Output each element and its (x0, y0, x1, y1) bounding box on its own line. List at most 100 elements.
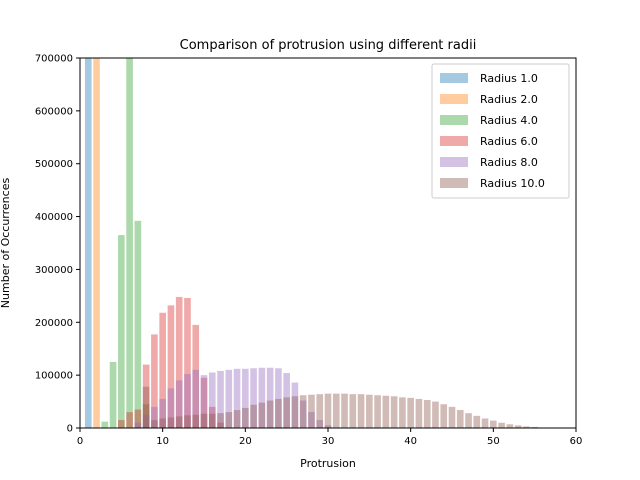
bar (308, 394, 315, 428)
bar (142, 404, 150, 428)
bar (225, 412, 233, 428)
bar (126, 412, 133, 428)
y-tick-label: 400000 (35, 212, 73, 223)
bar (291, 382, 299, 428)
y-tick-label: 0 (67, 424, 73, 435)
bar (440, 404, 448, 428)
bar (349, 394, 357, 428)
bar (159, 312, 166, 428)
bar (192, 369, 200, 428)
bar (192, 324, 200, 428)
bar (258, 402, 266, 428)
bar (357, 394, 365, 428)
legend-frame (431, 63, 570, 199)
y-axis: 0 100000 200000 300000 400000 500000 600000 700… (35, 54, 80, 435)
x-axis-label: Protrusion (300, 457, 356, 470)
bar (341, 393, 348, 428)
bar (159, 418, 166, 428)
bar (291, 396, 299, 428)
legend-label: Radius 2.0 (480, 93, 538, 106)
x-axis: 0 10 20 30 40 50 60 (77, 428, 583, 447)
bar (531, 426, 538, 428)
bar (184, 297, 191, 428)
bar (142, 386, 150, 428)
bar (407, 397, 414, 428)
y-tick-label: 600000 (35, 106, 73, 117)
bar (275, 368, 282, 428)
bar (217, 370, 224, 428)
bar (242, 368, 249, 428)
bar (208, 372, 216, 428)
y-axis-label: Number of Occurrences (0, 178, 12, 309)
bar (167, 417, 175, 428)
x-tick-label: 60 (570, 436, 583, 447)
bar (498, 422, 505, 428)
bar (233, 410, 241, 428)
bar (159, 398, 166, 428)
bar (151, 420, 158, 428)
x-tick-label: 50 (487, 436, 500, 447)
bar (506, 424, 514, 428)
bar (399, 397, 406, 428)
bar (109, 361, 117, 428)
bar (101, 421, 109, 428)
bar (217, 422, 224, 428)
legend-swatch (440, 157, 468, 167)
bar (208, 406, 216, 428)
bar (93, 58, 100, 428)
bar (390, 396, 398, 428)
bar (283, 373, 290, 428)
x-tick-label: 0 (77, 436, 83, 447)
bar (308, 412, 315, 428)
bar (275, 398, 282, 428)
bar (118, 420, 125, 428)
legend-swatch (440, 94, 468, 104)
bar (134, 409, 142, 428)
bar (167, 305, 175, 428)
bar (217, 413, 224, 428)
bar (151, 406, 158, 428)
bar (523, 426, 530, 428)
bar (374, 395, 381, 428)
bar (514, 425, 522, 428)
bars-layer (84, 58, 538, 428)
bar (481, 418, 489, 428)
legend-swatch (440, 73, 468, 83)
bar (366, 394, 373, 428)
legend-label: Radius 10.0 (480, 177, 545, 190)
legend-swatch (440, 178, 468, 188)
bar (266, 400, 274, 428)
bar (184, 415, 191, 428)
x-tick-label: 10 (156, 436, 169, 447)
bar (473, 415, 481, 428)
bar (192, 414, 200, 428)
y-tick-label: 500000 (35, 159, 73, 170)
bar (432, 401, 439, 428)
bar (382, 395, 390, 428)
y-tick-label: 300000 (35, 265, 73, 276)
bar (184, 374, 191, 428)
bar (134, 422, 142, 428)
bar (167, 388, 175, 428)
bar (175, 416, 183, 428)
bar (151, 334, 158, 428)
x-tick-label: 30 (322, 436, 335, 447)
x-tick-label: 40 (404, 436, 417, 447)
bar (266, 367, 274, 428)
bar (200, 413, 208, 428)
bar (84, 58, 92, 428)
bar (456, 410, 464, 428)
bar (423, 399, 431, 428)
bar (324, 425, 332, 428)
bar (200, 377, 208, 428)
bar (448, 406, 456, 428)
bar (465, 413, 472, 428)
bar (225, 369, 233, 428)
legend-label: Radius 1.0 (480, 72, 538, 85)
bar (283, 397, 290, 428)
bar (250, 404, 257, 428)
bar (175, 380, 183, 428)
bar (299, 395, 307, 428)
bar (415, 398, 423, 428)
